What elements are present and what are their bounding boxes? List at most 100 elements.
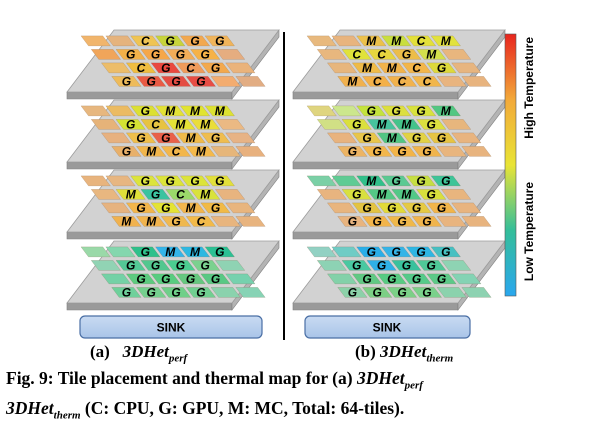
tile [130,175,161,187]
tile-label: G [348,145,357,159]
tile-label: G [392,104,401,118]
tile [436,146,467,157]
tile [105,246,136,258]
tile [100,273,132,285]
tile [100,62,132,74]
tile [337,76,368,87]
tile-label: G [362,131,371,145]
tile [160,76,192,87]
subcaption-b: (b) 3DHettherm [355,342,453,364]
tile-label: M [362,61,373,75]
slab-front [292,161,459,170]
tile [341,189,372,200]
tile-label: G [211,272,220,286]
tile [356,246,387,258]
tile [175,62,206,74]
tile-label: G [147,75,156,89]
tile-label: G [122,75,131,89]
tile-label: G [377,259,386,273]
tile-label: M [190,245,201,259]
tile-label: G [190,34,199,48]
figure-caption: Fig. 9: Tile placement and thermal map f… [6,367,602,423]
tile [200,132,231,144]
layer-a-3: G G G GM G C MG G M GM M G C [66,169,280,240]
tile [189,260,221,271]
tile [326,132,358,144]
tile [185,76,217,87]
tile [150,202,182,214]
tile [214,119,246,130]
tile-label: M [175,118,186,132]
tile [386,146,418,157]
tile-label: G [437,131,446,145]
caption-lead: Fig. 9: Tile placement and thermal map f… [6,368,357,388]
tile [179,246,211,258]
tile [386,287,418,298]
tile-label: M [121,215,132,229]
tile [135,216,167,227]
tile [90,119,122,130]
subcaption-a-name: 3DHet [122,342,169,361]
tile-label: G [367,104,376,118]
tile-label: M [146,215,157,229]
tile [90,189,122,200]
slab-front [292,231,459,240]
tile-label: M [196,145,207,159]
tile [140,119,171,130]
tile [401,132,432,144]
tile-label: G [136,131,145,145]
tile-label: G [416,245,425,259]
tile-label: G [166,174,175,188]
tile-label: G [196,286,205,300]
tile [440,260,472,271]
tile [111,287,142,298]
tile-label: G [362,272,371,286]
tile [351,273,383,285]
tile [225,202,256,214]
tile-label: G [402,48,411,62]
tile [316,119,348,130]
tile [185,216,217,227]
tile [125,132,157,144]
tile [179,35,211,47]
tile [189,119,221,130]
tile [165,49,196,60]
tile-label: C [197,215,206,229]
tile [165,260,196,271]
tile-label: G [427,118,436,132]
tile [440,189,472,200]
tile [430,105,461,117]
tile-label: G [348,286,357,300]
tile-label: G [215,245,224,259]
tile [140,260,171,271]
tile-label: M [126,188,137,202]
tile [105,175,136,187]
tile [366,260,397,271]
tile [115,260,146,271]
tile-label: G [161,272,170,286]
tile [361,76,393,87]
tile-label: G [151,48,160,62]
subcaption-b-sub: therm [426,352,454,365]
tile [391,260,422,271]
temperature-legend: High Temperature Low Temperature [504,33,536,297]
tile [115,49,146,60]
tile [150,273,182,285]
tile [160,216,192,227]
tile-label: G [416,104,425,118]
slab-front [66,91,233,100]
tile [337,287,368,298]
tile-label: G [126,259,135,273]
tile [140,49,171,60]
tile [210,287,241,298]
tile [204,246,235,258]
tile [115,119,146,130]
tile [200,273,231,285]
tile [80,35,111,47]
tile-label: G [201,259,210,273]
tile [189,49,221,60]
tile [80,175,111,187]
tile [235,287,266,298]
tile-label: G [141,104,150,118]
tile [430,175,461,187]
